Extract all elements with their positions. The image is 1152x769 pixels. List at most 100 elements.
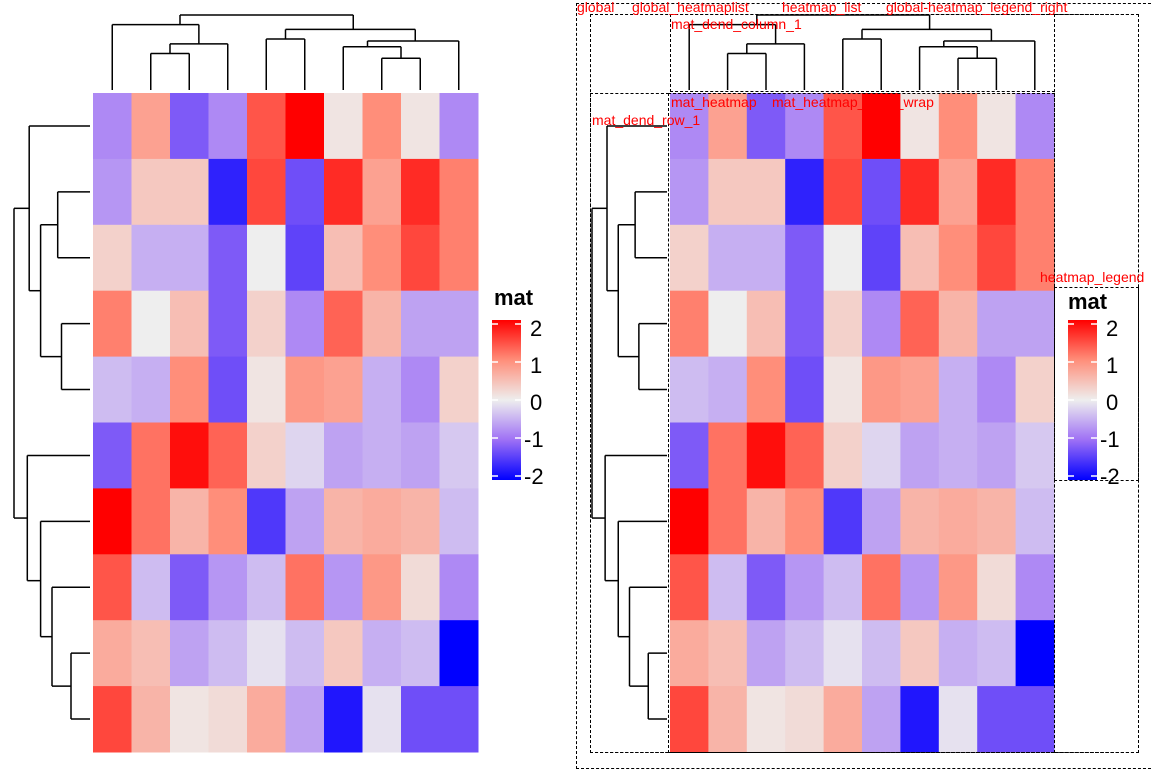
heatmap-cell xyxy=(670,158,709,226)
heatmap-cell xyxy=(285,224,325,292)
legend-tick-right: -1 xyxy=(1100,427,1120,452)
heatmap-cell xyxy=(93,224,132,292)
heatmap-cell xyxy=(170,488,209,555)
heatmap-cell xyxy=(900,158,940,226)
heatmap-cell xyxy=(862,158,901,226)
heatmap-cell xyxy=(746,488,786,555)
heatmap-cell xyxy=(1015,620,1055,687)
heatmap-cell xyxy=(170,93,209,160)
heatmap-cell xyxy=(324,93,363,160)
heatmap-cell xyxy=(785,686,825,753)
label-global: global xyxy=(577,0,615,15)
heatmap-cell xyxy=(938,686,978,753)
heatmap-cell xyxy=(862,686,901,753)
heatmap-cell xyxy=(285,620,325,687)
heatmap-cell xyxy=(900,290,940,358)
heatmap-cell xyxy=(823,488,863,555)
heatmap-cell xyxy=(93,422,132,489)
heatmap-cell xyxy=(170,290,209,358)
heatmap-cell xyxy=(439,422,479,489)
heatmap-cell xyxy=(938,554,978,621)
heatmap-cell xyxy=(362,554,402,621)
heatmap-cell xyxy=(324,554,363,621)
heatmap-cell xyxy=(362,422,402,489)
heatmap-cell xyxy=(785,158,825,226)
heatmap-cell xyxy=(977,554,1017,621)
heatmap-cell xyxy=(401,356,440,423)
heatmap-cell xyxy=(247,686,286,753)
legend-tick-left: 0 xyxy=(530,390,543,415)
heatmap-cell xyxy=(746,422,786,489)
legend-tick-right: 1 xyxy=(1106,353,1119,378)
heatmap-cell xyxy=(1015,290,1055,358)
heatmap-cell xyxy=(708,290,748,358)
heatmap-cell xyxy=(862,93,901,160)
heatmap-cell xyxy=(93,686,132,753)
heatmap-cell xyxy=(785,93,825,160)
heatmap-cell xyxy=(362,224,402,292)
heatmap-cell xyxy=(401,488,440,555)
heatmap-cell xyxy=(401,224,440,292)
heatmap-cell xyxy=(977,158,1017,226)
heatmap-cell xyxy=(823,620,863,687)
heatmap-cell xyxy=(362,290,402,358)
heatmap-cell xyxy=(131,422,171,489)
heatmap-cell xyxy=(324,488,363,555)
heatmap-cell xyxy=(131,224,171,292)
heatmap-cell xyxy=(131,488,171,555)
heatmap-cell xyxy=(131,93,171,160)
heatmap-cell xyxy=(170,686,209,753)
heatmap-cell xyxy=(439,290,479,358)
heatmap-cell xyxy=(208,686,248,753)
heatmap-cell xyxy=(208,356,248,423)
viewport-heatmap-legend xyxy=(1054,287,1139,481)
heatmap-cell xyxy=(208,158,248,226)
heatmap-cell xyxy=(823,93,863,160)
heatmap-cell xyxy=(977,422,1017,489)
heatmap-cell xyxy=(131,356,171,423)
heatmap-cell xyxy=(208,290,248,358)
heatmap-cell xyxy=(285,422,325,489)
label-heatmap-list: heatmap_list xyxy=(782,0,862,15)
heatmap-cell xyxy=(862,224,901,292)
heatmap-cell xyxy=(439,93,479,160)
heatmap-cell xyxy=(285,488,325,555)
heatmap-cell xyxy=(900,620,940,687)
heatmap-cell xyxy=(439,488,479,555)
heatmap-cell xyxy=(670,686,709,753)
heatmap-cell xyxy=(1015,686,1055,753)
heatmap-cell xyxy=(1015,158,1055,226)
legend-title-right: mat xyxy=(1068,289,1108,314)
heatmap-cell xyxy=(708,224,748,292)
legend-tick-right: 2 xyxy=(1106,316,1119,341)
heatmap-cell xyxy=(862,554,901,621)
heatmap-cell xyxy=(247,158,286,226)
heatmap-cell xyxy=(746,158,786,226)
heatmap-cell xyxy=(324,224,363,292)
heatmap-cell xyxy=(247,224,286,292)
heatmap-cell xyxy=(1015,488,1055,555)
heatmap-cell xyxy=(708,356,748,423)
heatmap-cell xyxy=(170,224,209,292)
heatmap-cell xyxy=(670,224,709,292)
heatmap-cell xyxy=(93,290,132,358)
heatmap-cell xyxy=(670,620,709,687)
heatmap-cell xyxy=(785,224,825,292)
heatmap-cell xyxy=(401,554,440,621)
viewport-body-wrap xyxy=(668,93,1055,753)
heatmap-cell xyxy=(670,554,709,621)
heatmap-cell xyxy=(977,488,1017,555)
heatmap-cell xyxy=(708,554,748,621)
heatmap-cell xyxy=(670,488,709,555)
heatmap-cell xyxy=(131,290,171,358)
heatmap-cell xyxy=(938,158,978,226)
heatmap-cell xyxy=(823,158,863,226)
heatmap-cell xyxy=(247,488,286,555)
heatmap-cell xyxy=(862,620,901,687)
heatmap-cell xyxy=(708,422,748,489)
heatmap-cell xyxy=(170,356,209,423)
heatmap-cell xyxy=(977,93,1017,160)
heatmap-cell xyxy=(208,620,248,687)
heatmap-cell xyxy=(285,158,325,226)
heatmap-cell xyxy=(247,93,286,160)
